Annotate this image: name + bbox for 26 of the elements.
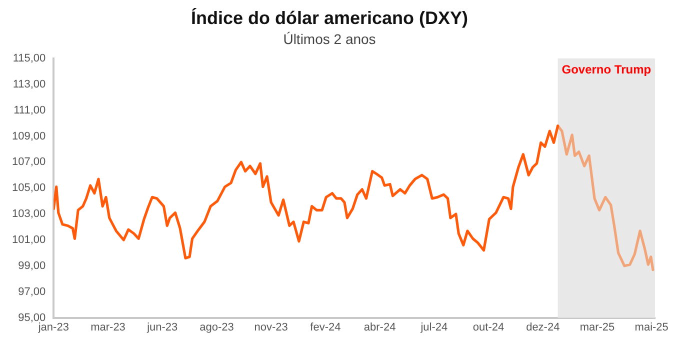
x-tick-label: mar-25 bbox=[580, 321, 615, 334]
x-tick-label: fev-24 bbox=[310, 321, 341, 334]
x-tick-label: mai-25 bbox=[634, 321, 668, 334]
y-tick-label: 97,00 bbox=[18, 286, 46, 298]
y-tick-label: 95,00 bbox=[18, 312, 46, 324]
x-tick-label: abr-24 bbox=[364, 321, 396, 334]
x-tick-label: out-24 bbox=[472, 321, 504, 334]
y-tick-label: 109,00 bbox=[12, 130, 46, 142]
x-tick-label: jun-23 bbox=[146, 321, 178, 334]
y-tick-label: 105,00 bbox=[12, 182, 46, 194]
chart-title: Índice do dólar americano (DXY) bbox=[190, 8, 468, 28]
y-tick-label: 99,00 bbox=[18, 260, 46, 272]
x-tick-label: jan-23 bbox=[37, 321, 69, 334]
x-tick-label: nov-23 bbox=[254, 321, 288, 334]
y-tick-label: 113,00 bbox=[12, 78, 46, 90]
x-tick-label: dez-24 bbox=[526, 321, 560, 334]
y-tick-label: 111,00 bbox=[14, 104, 46, 116]
x-tick-label: mar-23 bbox=[90, 321, 126, 334]
y-tick-label: 101,00 bbox=[12, 234, 46, 246]
y-tick-label: 115,00 bbox=[12, 52, 46, 64]
band-label: Governo Trump bbox=[562, 62, 652, 77]
y-tick-label: 107,00 bbox=[12, 156, 46, 168]
y-tick-label: 103,00 bbox=[12, 208, 46, 220]
chart-subtitle: Últimos 2 anos bbox=[283, 30, 376, 47]
x-tick-label: ago-23 bbox=[200, 321, 234, 334]
x-tick-label: jul-24 bbox=[420, 321, 448, 334]
